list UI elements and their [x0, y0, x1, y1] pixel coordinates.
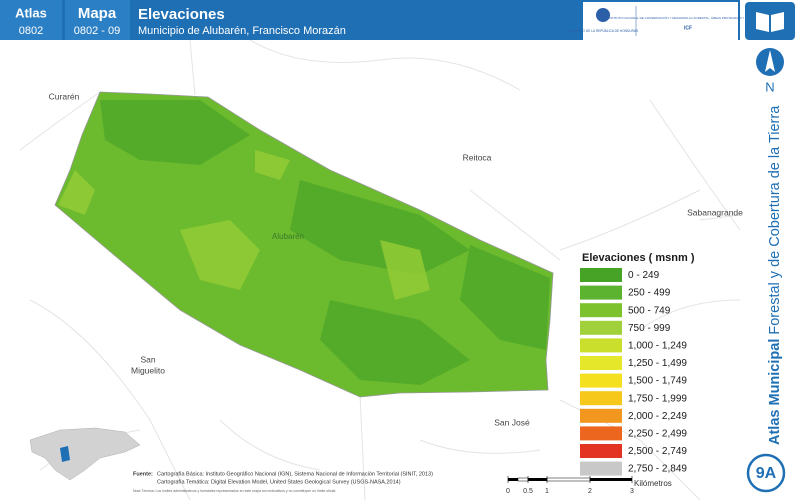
scale-tick-label: 2: [588, 488, 592, 495]
logo-box: [583, 2, 738, 40]
legend-swatch: [580, 303, 622, 318]
legend-label: 1,000 - 1,249: [628, 341, 687, 352]
book-icon-box: [745, 2, 795, 40]
scale-tick-label: 1: [545, 488, 549, 495]
scale-bar: [508, 477, 632, 482]
scale-segment: [546, 477, 591, 482]
roads: [19, 39, 741, 500]
legend-swatch: [580, 461, 622, 476]
legend-label: 1,250 - 1,499: [628, 358, 687, 369]
legend-title: Elevaciones ( msnm ): [582, 252, 695, 264]
logo-left-text: GOBIERNO DE LA REPÚBLICA DE HONDURAS: [568, 28, 638, 33]
source-label: Fuente:: [133, 471, 153, 477]
place-label: San: [140, 354, 155, 364]
legend-swatch: [580, 268, 622, 282]
logo-acronym: ICF: [684, 25, 692, 31]
legend-swatch: [580, 391, 622, 406]
series-title-rest: Forestal y de Cobertura de la Tierra: [767, 105, 783, 339]
scale-segment: [528, 478, 547, 481]
legend-label: 500 - 749: [628, 305, 671, 316]
place-label: Sabanagrande: [687, 207, 743, 217]
series-title: Atlas Municipal Forestal y de Cobertura …: [767, 105, 783, 445]
technical-note: Nota Técnica: Los límites administrativo…: [133, 489, 336, 493]
legend-swatch: [580, 408, 622, 423]
legend-swatch: [580, 444, 622, 458]
scale-segment: [590, 478, 632, 481]
legend-label: 0 - 249: [628, 270, 660, 281]
logo-emblem: [596, 8, 610, 22]
legend-swatch: [580, 285, 622, 300]
logo-right-text: INSTITUTO NACIONAL DE CONSERVACIÓN Y DES…: [607, 15, 769, 20]
legend-label: 1,500 - 1,749: [628, 376, 687, 387]
page-number: 9A: [756, 465, 777, 482]
map-code: 0802 - 09: [74, 25, 120, 37]
source-line-1: Cartografía Básica: Instituto Geográfico…: [157, 471, 433, 477]
scale-segment: [508, 478, 518, 481]
place-label: San José: [494, 417, 530, 427]
place-label: Alubarén: [272, 232, 304, 241]
source-line-2: Cartografía Temática: Digital Elevation …: [157, 479, 401, 485]
atlas-code: 0802: [19, 25, 43, 37]
municipality-area: [54, 91, 554, 398]
legend: 0 - 249 250 - 499 500 - 749 750 - 999 1,000 …: [580, 268, 687, 476]
north-label: N: [765, 79, 774, 94]
north-arrow: [765, 50, 775, 72]
series-title-bold: Atlas Municipal: [767, 339, 783, 445]
map-title: Elevaciones: [138, 6, 225, 23]
page-badge: [746, 453, 786, 493]
legend-label: 250 - 499: [628, 288, 671, 299]
legend-swatch: [580, 320, 622, 335]
scale-segment: [517, 477, 529, 482]
legend-swatch: [580, 356, 622, 370]
atlas-box: [0, 0, 62, 40]
atlas-label: Atlas: [15, 5, 47, 20]
legend-label: 2,250 - 2,499: [628, 429, 687, 440]
place-label: Miguelito: [131, 365, 165, 375]
scale-unit: Kilómetros: [634, 479, 672, 488]
map-label: Mapa: [78, 5, 117, 22]
legend-label: 1,750 - 1,999: [628, 393, 687, 404]
legend-label: 2,750 - 2,849: [628, 464, 687, 475]
legend-label: 2,500 - 2,749: [628, 446, 687, 457]
inset-map: [29, 427, 141, 481]
higher-elevation-zones: [58, 150, 430, 300]
legend-label: 2,000 - 2,249: [628, 411, 687, 422]
place-label: Curarén: [49, 91, 80, 101]
map-subtitle: Municipio de Alubarén, Francisco Morazán: [138, 25, 346, 37]
inset-highlight: [60, 446, 70, 462]
low-elevation-zones: [100, 100, 550, 385]
legend-label: 750 - 999: [628, 323, 671, 334]
scale-tick-label: 0.5: [523, 488, 533, 495]
scale-tick-label: 3: [630, 488, 634, 495]
scale-tick-label: 0: [506, 488, 510, 495]
place-label: Reitoca: [463, 152, 492, 162]
map-box: [65, 0, 130, 40]
legend-swatch: [580, 426, 622, 441]
book-icon: [756, 12, 784, 32]
legend-swatch: [580, 373, 622, 388]
legend-swatch: [580, 338, 622, 353]
